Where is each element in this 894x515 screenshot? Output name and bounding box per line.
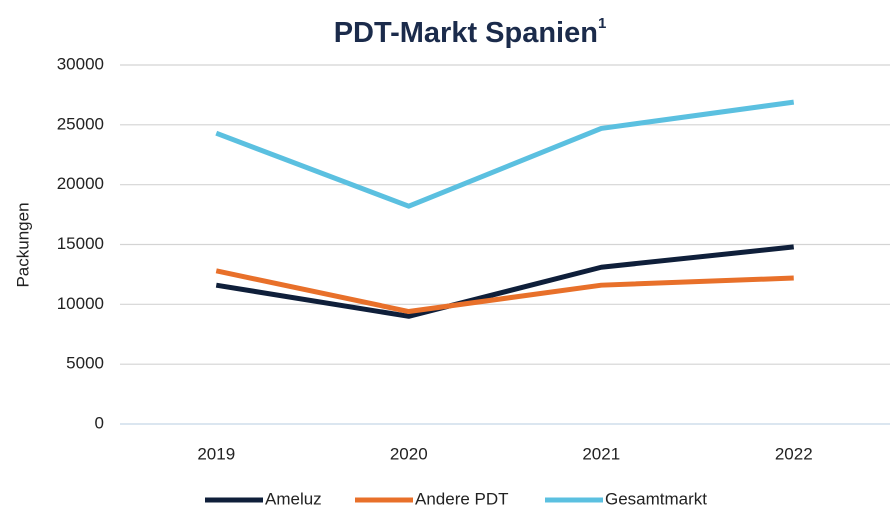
y-tick-label: 30000 (57, 54, 104, 73)
title-text: PDT-Markt Spanien (334, 17, 598, 49)
x-tick-label: 2022 (775, 444, 813, 463)
title-superscript: 1 (598, 15, 606, 32)
legend-label: Andere PDT (415, 489, 509, 508)
x-tick-label: 2019 (197, 444, 235, 463)
y-tick-label: 25000 (57, 114, 104, 133)
legend-label: Gesamtmarkt (605, 489, 707, 508)
x-tick-label: 2020 (390, 444, 428, 463)
y-axis-label: Packungen (13, 202, 32, 287)
y-tick-label: 20000 (57, 174, 104, 193)
line-series (215, 244, 795, 319)
y-tick-label: 0 (95, 413, 104, 432)
legend-label: Ameluz (265, 489, 322, 508)
line-series (215, 268, 794, 315)
chart-title: PDT-Markt Spanien1 (334, 15, 607, 49)
line-series (215, 99, 795, 209)
x-tick-label: 2021 (582, 444, 620, 463)
y-tick-label: 5000 (66, 354, 104, 373)
y-tick-label: 15000 (57, 234, 104, 253)
y-tick-label: 10000 (57, 294, 104, 313)
